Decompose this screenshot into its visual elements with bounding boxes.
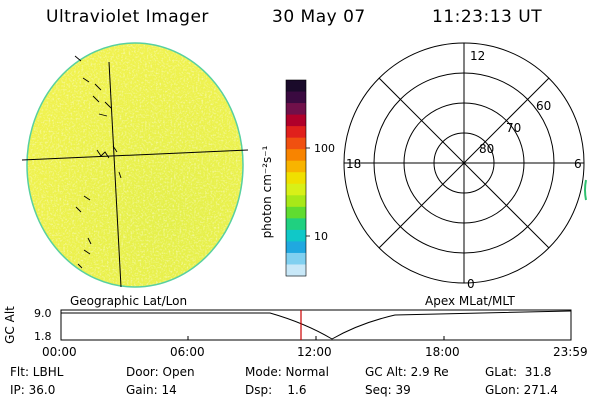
colorbar-band xyxy=(286,114,306,127)
uv-image-disk xyxy=(27,43,243,287)
y-tick-1-8: 1.8 xyxy=(34,330,52,343)
colorbar-band xyxy=(286,241,306,254)
meridian-diagonal-2 xyxy=(378,77,550,249)
dayside-edge xyxy=(584,179,587,201)
mlt-label-6: 6 xyxy=(574,157,582,171)
colorbar-band xyxy=(286,160,306,173)
altitude-timeline xyxy=(60,309,572,341)
colorbar-band xyxy=(286,252,306,265)
x-tick-1200: 12:00 xyxy=(297,345,332,359)
y-tick-9: 9.0 xyxy=(34,307,52,320)
glon-status: GLon: 271.4 xyxy=(485,383,558,397)
colorbar-band xyxy=(286,91,306,104)
longitude-line xyxy=(108,61,122,288)
apex-caption: Apex MLat/MLT xyxy=(425,294,515,308)
mlat-label-60: 60 xyxy=(536,99,551,113)
colorbar-band xyxy=(286,172,306,185)
filter-status: Flt: LBHL xyxy=(10,365,64,379)
colorbar-tick-100: 100 xyxy=(314,142,335,155)
colorbar-band xyxy=(286,195,306,208)
ip-status: IP: 36.0 xyxy=(10,383,56,397)
mode-status: Mode: Normal xyxy=(245,365,329,379)
mlt-label-12: 12 xyxy=(470,49,485,63)
coastline-outline xyxy=(74,55,122,269)
mlt-label-0: 0 xyxy=(467,277,475,291)
x-tick-1800: 18:00 xyxy=(425,345,460,359)
sequence-status: Seq: 39 xyxy=(365,383,411,397)
glat-status: GLat: 31.8 xyxy=(485,365,552,379)
gc-alt-status: GC Alt: 2.9 Re xyxy=(365,365,449,379)
colorbar-band xyxy=(286,264,306,277)
x-tick-0000: 00:00 xyxy=(42,345,77,359)
observation-time: 11:23:13 UT xyxy=(432,7,543,27)
colorbar-band xyxy=(286,206,306,219)
colorbar-band xyxy=(286,137,306,150)
colorbar-band xyxy=(286,229,306,242)
colorbar xyxy=(285,79,310,277)
dsp-status: Dsp: 1.6 xyxy=(245,383,307,397)
mlt-label-18: 18 xyxy=(346,157,361,171)
colorbar-band xyxy=(286,126,306,139)
geographic-caption: Geographic Lat/Lon xyxy=(70,294,188,308)
colorbar-tick-10: 10 xyxy=(314,230,328,243)
colorbar-band xyxy=(286,103,306,116)
colorbar-band xyxy=(286,183,306,196)
altitude-curve xyxy=(61,310,572,340)
door-status: Door: Open xyxy=(126,365,195,379)
uv-image-panel xyxy=(21,42,249,288)
colorbar-band xyxy=(286,218,306,231)
disk-edge xyxy=(26,42,244,288)
timeline-axis-title: GC Alt xyxy=(3,306,17,344)
x-tick-0600: 06:00 xyxy=(170,345,205,359)
x-tick-2359: 23:59 xyxy=(553,345,588,359)
colorbar-scale xyxy=(286,80,306,277)
colorbar-unit-label: photon cm⁻²s⁻¹ xyxy=(260,145,274,239)
instrument-title: Ultraviolet Imager xyxy=(46,7,209,27)
gain-status: Gain: 14 xyxy=(126,383,177,397)
observation-date: 30 May 07 xyxy=(272,7,366,27)
mlat-label-80: 80 xyxy=(479,142,494,156)
colorbar-band xyxy=(286,80,306,93)
colorbar-band xyxy=(286,149,306,162)
polar-grid: 12 6 0 18 60 70 80 xyxy=(343,42,587,291)
mlat-label-70: 70 xyxy=(506,121,521,135)
latitude-line xyxy=(21,149,249,161)
